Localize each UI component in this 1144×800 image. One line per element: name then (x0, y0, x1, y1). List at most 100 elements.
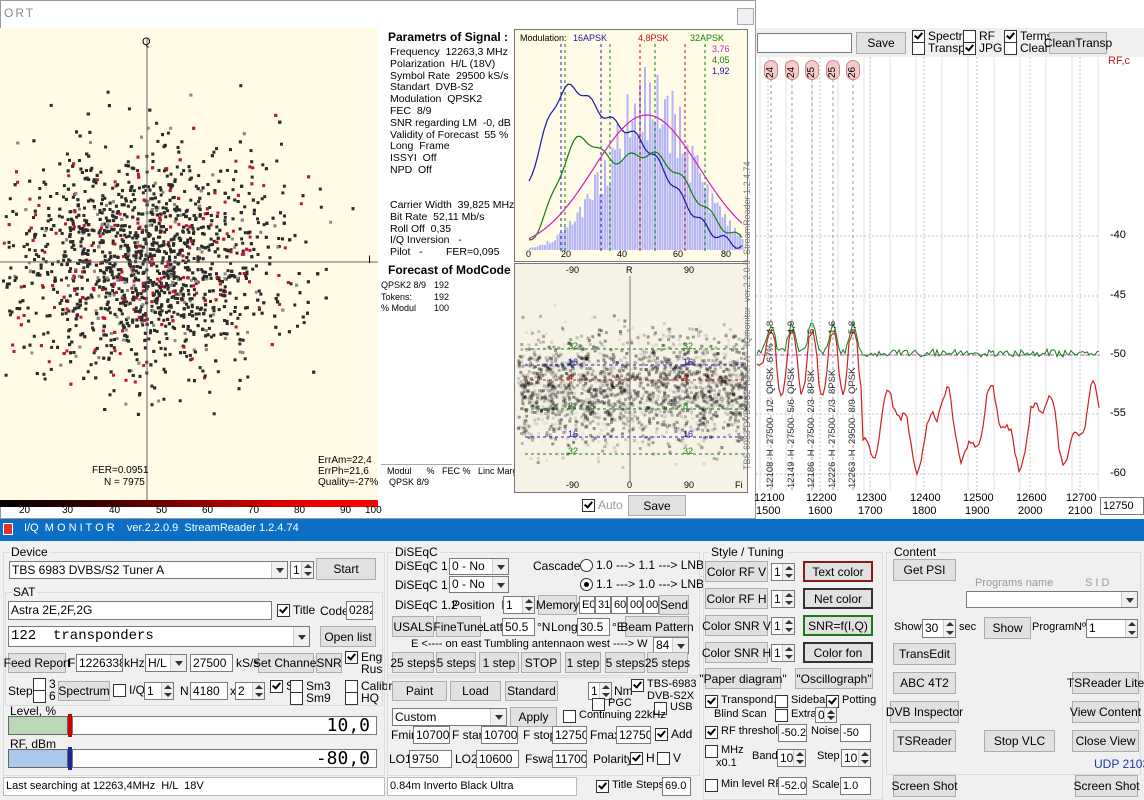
phase-sample (606, 404, 610, 408)
phase-sample (567, 374, 571, 378)
checkbox[interactable] (912, 42, 925, 55)
phase-sample (592, 362, 596, 366)
phase-sample (578, 355, 582, 359)
sample-dot (28, 343, 32, 347)
sample-dot (116, 183, 120, 187)
phase-sample (673, 410, 676, 413)
phase-sample (663, 372, 667, 376)
sample-dot (21, 299, 25, 303)
sample-dot (153, 386, 157, 390)
sample-dot (75, 287, 79, 291)
phase-sample (610, 418, 614, 422)
phase-sample (560, 409, 564, 413)
phase-sample (550, 368, 554, 372)
phase-sample (678, 342, 682, 346)
sample-dot (222, 237, 226, 241)
phase-sample (595, 435, 599, 439)
sample-dot (166, 287, 170, 291)
sample-dot (106, 223, 110, 227)
phase-sample (702, 359, 706, 363)
sample-dot (205, 275, 208, 279)
sample-dot (98, 285, 102, 289)
phase-sample (705, 395, 709, 399)
phase-sample (546, 386, 550, 390)
sample-dot (179, 289, 183, 293)
phase-sample (699, 381, 703, 385)
sample-dot (78, 227, 82, 231)
button[interactable]: CleanTransp (1044, 32, 1112, 54)
sample-dot (240, 184, 244, 188)
sample-dot (122, 302, 126, 306)
phase-sample (586, 390, 590, 393)
phase-sample (551, 370, 555, 374)
phase-sample (736, 385, 740, 389)
phase-sample (581, 347, 584, 351)
sample-dot (229, 148, 232, 152)
phase-sample (561, 365, 565, 369)
phase-sample (571, 409, 575, 413)
button[interactable]: Save (628, 495, 686, 516)
sample-dot (257, 289, 261, 293)
sample-dot (248, 230, 252, 234)
phase-sample (718, 404, 722, 408)
text-field[interactable] (757, 33, 852, 53)
sample-dot (124, 163, 128, 167)
checkbox[interactable] (963, 42, 976, 55)
close-button[interactable] (737, 8, 754, 25)
phase-sample (731, 412, 735, 416)
sample-dot (238, 338, 242, 342)
phase-sample (697, 423, 701, 427)
phase-sample (714, 396, 718, 400)
phase-sample (698, 391, 701, 394)
label: QPSK2 8/9 (381, 280, 427, 290)
sample-dot (32, 270, 36, 274)
phase-sample (540, 352, 543, 355)
sample-dot (120, 203, 124, 207)
phase-sample (677, 386, 681, 390)
phase-sample (667, 371, 671, 375)
sample-dot (211, 289, 215, 293)
sample-dot (283, 214, 286, 218)
label: 3,76 (712, 44, 730, 54)
sample-dot (112, 219, 116, 223)
sample-dot (243, 357, 247, 361)
sample-dot (32, 334, 36, 338)
sample-dot (233, 358, 237, 362)
phase-sample (552, 406, 556, 410)
phase-sample (526, 390, 530, 394)
phase-sample (590, 403, 594, 407)
sample-dot (71, 227, 75, 231)
checkbox[interactable] (1004, 42, 1017, 55)
sample-dot (68, 158, 71, 162)
sample-dot (233, 305, 237, 309)
phase-sample (593, 315, 597, 319)
histogram-bar (661, 124, 664, 250)
sample-dot (108, 291, 112, 295)
sample-dot (80, 287, 84, 291)
phase-sample (566, 377, 570, 381)
phase-sample (669, 366, 673, 369)
phase-sample (640, 410, 644, 414)
phase-sample (563, 404, 567, 408)
phase-sample (624, 398, 627, 402)
phase-sample (638, 381, 642, 385)
phase-sample (664, 397, 668, 401)
phase-sample (678, 411, 682, 415)
checkbox[interactable] (582, 499, 595, 512)
phase-sample (576, 378, 580, 382)
sample-dot (75, 302, 79, 306)
phase-sample (683, 374, 687, 378)
phase-sample (586, 354, 590, 358)
phase-sample (636, 374, 639, 378)
phase-sample (559, 382, 563, 386)
phase-sample (540, 389, 544, 393)
histogram-bar (604, 160, 606, 250)
phase-sample (690, 411, 694, 415)
sample-dot (232, 178, 236, 182)
button[interactable]: Save (856, 32, 906, 54)
sample-dot (218, 282, 222, 286)
phase-sample (726, 400, 730, 404)
phase-sample (610, 384, 614, 388)
sample-dot (223, 212, 227, 215)
phase-sample (746, 415, 747, 419)
